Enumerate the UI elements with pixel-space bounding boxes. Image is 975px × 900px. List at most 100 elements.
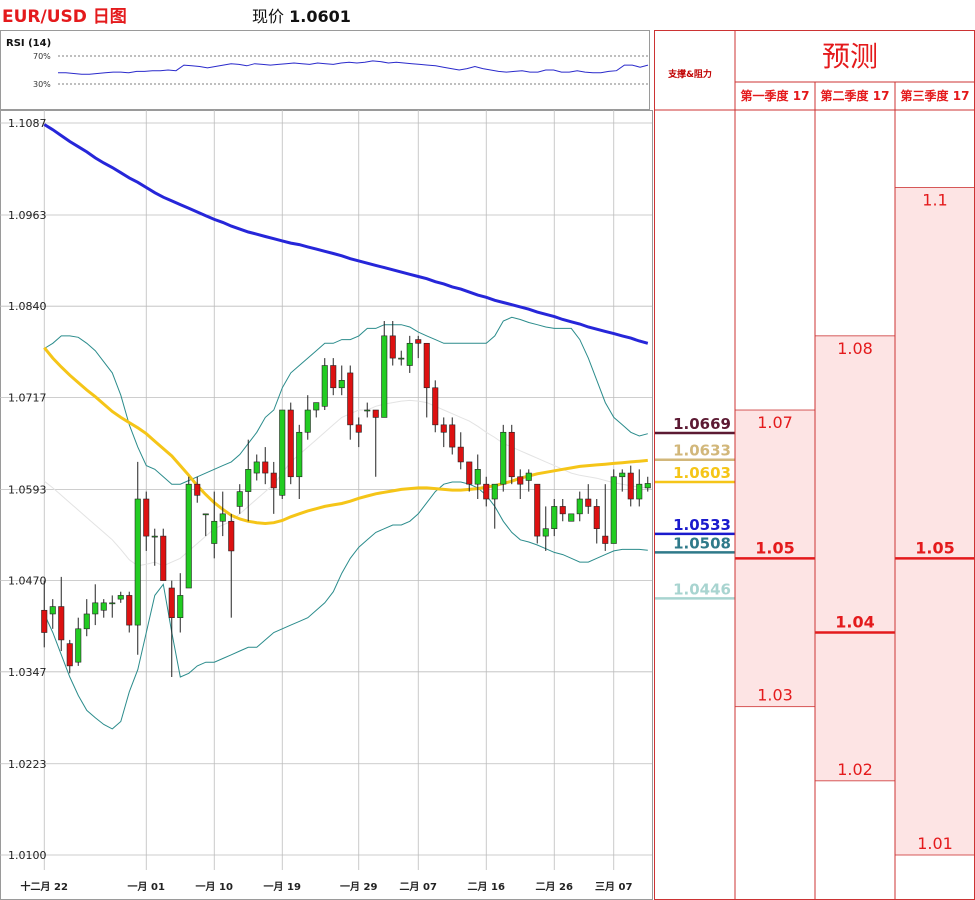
candle-body	[211, 520, 218, 544]
sr-level-label: 1.0603	[673, 464, 731, 482]
candle-body	[542, 528, 549, 537]
candle-body	[347, 372, 354, 426]
candle-body	[406, 342, 413, 366]
pair-title: EUR/USD 日图	[2, 7, 127, 27]
candle-body	[236, 491, 243, 507]
x-tick-label: 一月 19	[264, 881, 301, 893]
current-price: 现价 1.0601	[252, 3, 351, 27]
y-tick-label: 1.0223	[8, 758, 47, 771]
candle-body	[568, 513, 575, 522]
sr-level-label: 1.0446	[673, 580, 731, 598]
candle-body	[389, 335, 396, 359]
candle-body	[534, 483, 541, 537]
candle-body	[457, 446, 464, 463]
y-tick-label: 1.0717	[8, 391, 47, 404]
x-tick-label: 一月 01	[128, 881, 165, 893]
candle-body	[109, 602, 116, 605]
bollinger-lower-line	[43, 481, 648, 730]
candle-body	[644, 483, 651, 489]
y-tick-label: 1.0963	[8, 209, 47, 222]
current-price-prefix: 现价	[252, 7, 285, 26]
candle-body	[551, 506, 558, 529]
ma-blue-line	[43, 123, 649, 345]
y-tick-label: 1.0100	[8, 849, 47, 862]
ma-yellow-line	[43, 346, 648, 526]
candle-body	[585, 498, 592, 507]
x-tick-label: 一月 10	[196, 881, 233, 893]
rsi-level-label: 30%	[33, 80, 51, 89]
candle-body	[338, 380, 345, 389]
rsi-line	[58, 60, 649, 75]
quarter-header: 第三季度 17	[901, 88, 970, 103]
quarter-header: 第二季度 17	[821, 88, 890, 103]
candle-body	[134, 498, 141, 626]
candle-body	[474, 469, 481, 485]
forecast-bottom-value: 1.03	[757, 686, 793, 705]
sr-level-label: 1.0533	[673, 516, 731, 534]
candle-body	[636, 483, 643, 500]
price-chart: 1.1087 1.0963 1.0840 1.0717 1.0593 1.0470 1.03…	[0, 110, 653, 900]
candle-body	[593, 506, 600, 529]
candle-body	[440, 424, 447, 433]
bollinger-upper-line	[44, 316, 648, 485]
x-tick-label: 二月 26	[536, 881, 573, 893]
quarter-header: 第一季度 17	[741, 88, 810, 103]
forecast-range	[814, 335, 896, 782]
y-tick-label: 1.0593	[8, 483, 47, 496]
candle-body	[466, 461, 473, 485]
candle-body	[177, 595, 184, 618]
x-tick-label: 二月 07	[400, 881, 437, 893]
axis-ticks-layer: 1.1087 1.0963 1.0840 1.0717 1.0593 1.0470 1.03…	[8, 117, 632, 893]
candle-body	[355, 424, 362, 433]
candle-body	[313, 402, 320, 411]
bollinger-mid-line	[43, 399, 648, 567]
sr-level-label: 1.0508	[673, 534, 731, 552]
candle-body	[100, 602, 107, 611]
y-tick-label: 1.0470	[8, 575, 47, 588]
forecast-top-value: 1.1	[922, 191, 947, 210]
candle-body	[185, 483, 192, 589]
rsi-panel: RSI (14) 70% 30%	[0, 30, 650, 110]
x-tick-label: 十二月 22	[21, 880, 68, 893]
y-tick-label: 1.1087	[8, 117, 47, 130]
x-tick-label: 三月 07	[595, 881, 632, 893]
candle-body	[381, 335, 388, 418]
current-price-value: 1.0601	[289, 7, 351, 26]
candle-body	[483, 483, 490, 500]
y-tick-label: 1.0840	[8, 300, 47, 313]
forecast-mid-value: 1.05	[915, 538, 954, 557]
candle-body	[398, 357, 405, 360]
candle-body	[287, 409, 294, 478]
candle-body	[304, 409, 311, 433]
candle-body	[619, 472, 626, 478]
candle-body	[517, 476, 524, 485]
candle-body	[66, 643, 73, 667]
bollinger-layer	[43, 316, 648, 730]
forecast-top-value: 1.07	[757, 413, 793, 432]
moving-average-layer	[43, 123, 649, 526]
sr-level-label: 1.0669	[673, 415, 731, 433]
levels-header: 支撑&阻力	[667, 68, 712, 80]
candle-body	[160, 535, 167, 581]
candles-layer	[41, 321, 651, 678]
candle-body	[168, 587, 175, 618]
candle-body	[194, 483, 201, 496]
candle-body	[508, 431, 515, 478]
forecast-range	[894, 187, 975, 856]
forecast-title: 预测	[822, 40, 878, 73]
candle-body	[449, 424, 456, 448]
candle-body	[253, 461, 260, 474]
candle-body	[500, 431, 507, 485]
candle-body	[202, 513, 209, 516]
candle-body	[602, 535, 609, 544]
candle-body	[262, 461, 269, 474]
candle-body	[279, 409, 286, 496]
forecast-panel: 1.07 1.03 1.05 第一季度 17 1.08 1.02 1.04 第二季度 17 1.…	[654, 30, 975, 900]
candle-body	[92, 602, 99, 615]
candle-body	[330, 365, 337, 389]
candle-body	[117, 595, 124, 600]
candle-body	[296, 431, 303, 478]
rsi-frame	[0, 30, 650, 110]
candle-body	[576, 498, 583, 515]
forecast-bottom-value: 1.01	[917, 834, 953, 853]
